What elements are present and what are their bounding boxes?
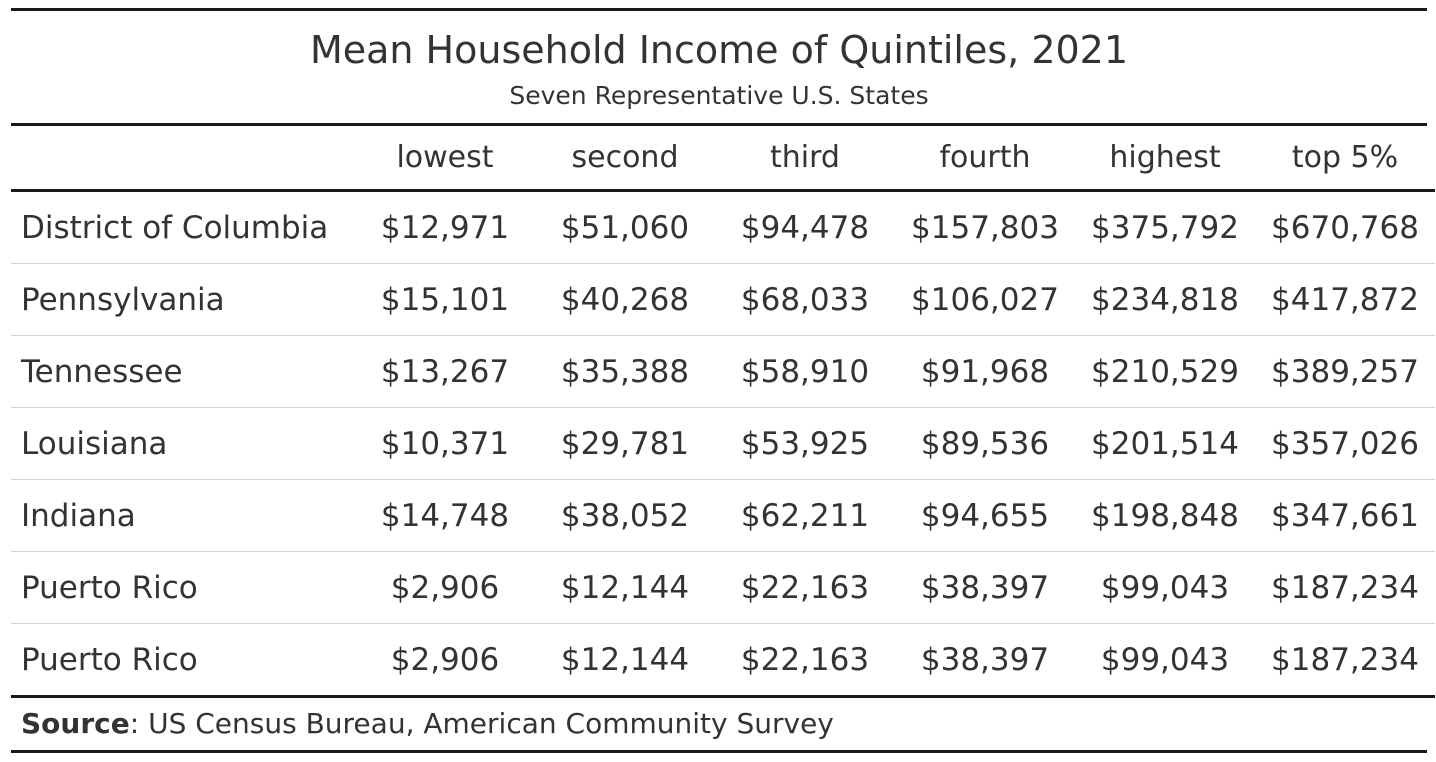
table-row: Indiana $14,748 $38,052 $62,211 $94,655 $198,… <box>11 479 1435 552</box>
income-value-cell: $347,661 <box>1255 479 1435 552</box>
table-row: Louisiana $10,371 $29,781 $53,925 $89,536 $20… <box>11 407 1435 480</box>
income-value-cell: $187,234 <box>1255 551 1435 624</box>
income-value-cell: $22,163 <box>715 623 895 698</box>
income-value-cell: $187,234 <box>1255 623 1435 698</box>
top-rule <box>11 8 1427 11</box>
income-value-cell: $13,267 <box>355 335 535 408</box>
source-note: Source: US Census Bureau, American Commu… <box>11 710 1427 738</box>
income-value-cell: $22,163 <box>715 551 895 624</box>
income-value-cell: $12,971 <box>355 190 535 264</box>
income-value-cell: $670,768 <box>1255 190 1435 264</box>
income-value-cell: $417,872 <box>1255 263 1435 336</box>
income-table: lowest second third fourth highest top 5… <box>11 126 1435 698</box>
column-header-lowest: lowest <box>355 126 535 192</box>
income-value-cell: $91,968 <box>895 335 1075 408</box>
income-value-cell: $38,052 <box>535 479 715 552</box>
source-label: Source <box>21 707 130 740</box>
table-body: District of Columbia $12,971 $51,060 $94,47… <box>11 190 1435 698</box>
income-value-cell: $12,144 <box>535 623 715 698</box>
income-value-cell: $357,026 <box>1255 407 1435 480</box>
table-row: Pennsylvania $15,101 $40,268 $68,033 $106,02… <box>11 263 1435 336</box>
income-value-cell: $99,043 <box>1075 551 1255 624</box>
income-value-cell: $38,397 <box>895 551 1075 624</box>
state-name-cell: Indiana <box>11 479 355 552</box>
column-header-top5: top 5% <box>1255 126 1435 192</box>
header-row: lowest second third fourth highest top 5… <box>11 126 1435 192</box>
income-value-cell: $58,910 <box>715 335 895 408</box>
table-row: Puerto Rico $2,906 $12,144 $22,163 $38,397 $9… <box>11 623 1435 698</box>
income-value-cell: $29,781 <box>535 407 715 480</box>
state-name-cell: Puerto Rico <box>11 623 355 698</box>
income-value-cell: $62,211 <box>715 479 895 552</box>
income-value-cell: $12,144 <box>535 551 715 624</box>
income-value-cell: $234,818 <box>1075 263 1255 336</box>
state-name-cell: Pennsylvania <box>11 263 355 336</box>
income-value-cell: $94,655 <box>895 479 1075 552</box>
income-value-cell: $40,268 <box>535 263 715 336</box>
income-value-cell: $157,803 <box>895 190 1075 264</box>
table-row: Puerto Rico $2,906 $12,144 $22,163 $38,397 $9… <box>11 551 1435 624</box>
income-value-cell: $106,027 <box>895 263 1075 336</box>
table-row: Tennessee $13,267 $35,388 $58,910 $91,968 $21… <box>11 335 1435 408</box>
state-name-cell: Tennessee <box>11 335 355 408</box>
income-value-cell: $38,397 <box>895 623 1075 698</box>
income-value-cell: $198,848 <box>1075 479 1255 552</box>
state-name-cell: Puerto Rico <box>11 551 355 624</box>
column-header-state <box>11 126 355 192</box>
header-rule <box>11 123 1427 126</box>
source-text: : US Census Bureau, American Community S… <box>129 707 834 740</box>
table-subtitle: Seven Representative U.S. States <box>509 81 929 110</box>
state-name-cell: District of Columbia <box>11 190 355 264</box>
income-value-cell: $210,529 <box>1075 335 1255 408</box>
table-title: Mean Household Income of Quintiles, 2021 <box>309 28 1129 72</box>
income-value-cell: $89,536 <box>895 407 1075 480</box>
bottom-rule <box>11 750 1427 753</box>
income-value-cell: $99,043 <box>1075 623 1255 698</box>
state-name-cell: Louisiana <box>11 407 355 480</box>
income-value-cell: $2,906 <box>355 551 535 624</box>
income-value-cell: $201,514 <box>1075 407 1255 480</box>
table-figure: Mean Household Income of Quintiles, 2021… <box>11 8 1435 753</box>
income-value-cell: $68,033 <box>715 263 895 336</box>
column-header-second: second <box>535 126 715 192</box>
income-value-cell: $375,792 <box>1075 190 1255 264</box>
income-value-cell: $15,101 <box>355 263 535 336</box>
income-value-cell: $51,060 <box>535 190 715 264</box>
table-header: lowest second third fourth highest top 5… <box>11 126 1435 192</box>
column-header-third: third <box>715 126 895 192</box>
income-value-cell: $2,906 <box>355 623 535 698</box>
income-value-cell: $94,478 <box>715 190 895 264</box>
column-header-fourth: fourth <box>895 126 1075 192</box>
table-row: District of Columbia $12,971 $51,060 $94,47… <box>11 190 1435 264</box>
income-value-cell: $389,257 <box>1255 335 1435 408</box>
income-value-cell: $14,748 <box>355 479 535 552</box>
income-value-cell: $53,925 <box>715 407 895 480</box>
income-value-cell: $35,388 <box>535 335 715 408</box>
column-header-highest: highest <box>1075 126 1255 192</box>
income-value-cell: $10,371 <box>355 407 535 480</box>
